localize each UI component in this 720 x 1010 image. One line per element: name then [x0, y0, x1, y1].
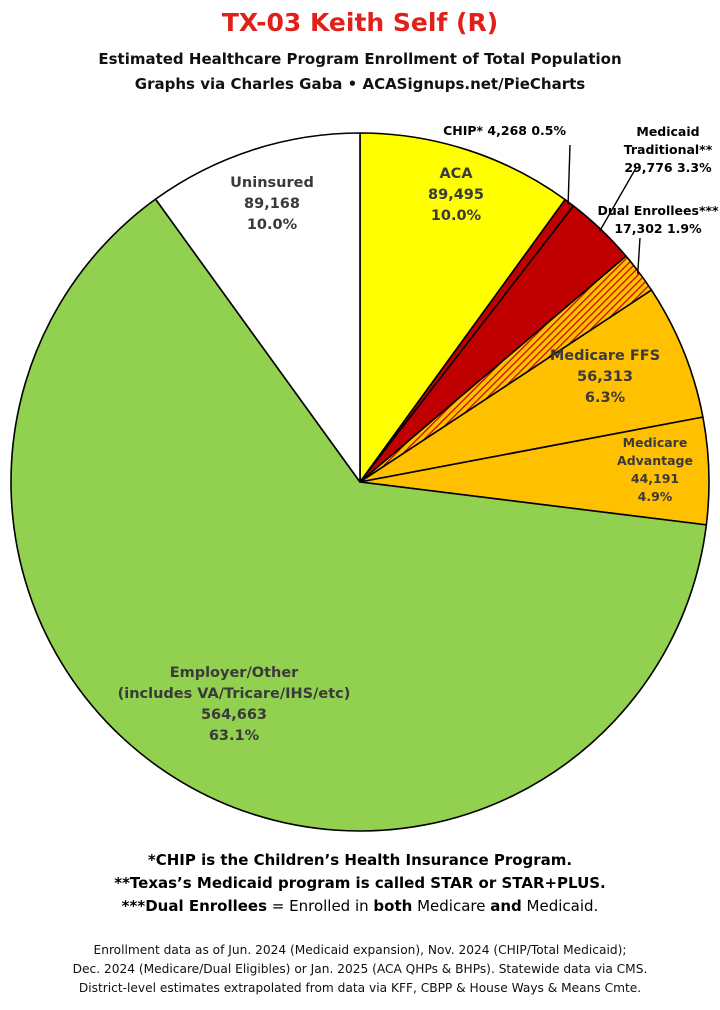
- chart-subtitle: Estimated Healthcare Program Enrollment …: [98, 50, 622, 68]
- label-line: Traditional**: [624, 142, 713, 157]
- footnote-dual: ***Dual Enrollees = Enrolled in both Med…: [121, 897, 599, 915]
- label-medicare-advantage: Medicare Advantage 44,191 4.9%: [617, 435, 693, 504]
- label-line: Medicare FFS: [550, 348, 660, 364]
- footnote-medicaid: **Texas’s Medicaid program is called STA…: [114, 874, 606, 892]
- leader-dual-enrollees: [637, 237, 641, 274]
- leader-chip: [567, 144, 571, 205]
- footer-line-2: Dec. 2024 (Medicare/Dual Eligibles) or J…: [72, 962, 648, 976]
- label-line: 4.9%: [638, 489, 673, 504]
- slice-medicare-ffs: [359, 289, 704, 483]
- leader-medicaid-traditional: [599, 167, 637, 232]
- slice-employer-other: [10, 198, 708, 832]
- label-line: Uninsured: [230, 175, 314, 191]
- label-line: 10.0%: [247, 217, 298, 233]
- label-line: CHIP* 4,268 0.5%: [443, 123, 566, 138]
- label-line: 29,776 3.3%: [624, 160, 712, 175]
- label-aca: ACA 89,495 10.0%: [428, 166, 484, 224]
- slice-labels: ACA 89,495 10.0% CHIP* 4,268 0.5% Medicaid Tr…: [118, 123, 719, 744]
- label-line: 10.0%: [431, 208, 482, 224]
- label-line: 89,168: [244, 196, 300, 212]
- label-line: 63.1%: [209, 728, 260, 744]
- label-line: Employer/Other: [170, 665, 299, 681]
- label-uninsured: Uninsured 89,168 10.0%: [230, 175, 314, 233]
- label-line: (includes VA/Tricare/IHS/etc): [118, 686, 351, 702]
- footer-line-3: District-level estimates extrapolated fr…: [78, 981, 642, 995]
- footer-line-1: Enrollment data as of Jun. 2024 (Medicai…: [93, 943, 627, 957]
- label-line: 17,302 1.9%: [614, 221, 702, 236]
- label-line: 89,495: [428, 187, 484, 203]
- label-dual-enrollees: Dual Enrollees*** 17,302 1.9%: [597, 203, 719, 236]
- label-medicaid-traditional: Medicaid Traditional** 29,776 3.3%: [624, 124, 713, 175]
- label-line: Medicare: [623, 435, 688, 450]
- label-line: 564,663: [201, 707, 267, 723]
- label-line: ACA: [439, 166, 473, 182]
- label-line: 6.3%: [585, 390, 626, 406]
- leader-lines: [567, 144, 641, 274]
- footnote-chip: *CHIP is the Children’s Health Insurance…: [147, 851, 573, 869]
- slice-uninsured: [154, 132, 361, 483]
- label-employer-other: Employer/Other (includes VA/Tricare/IHS/e…: [118, 665, 351, 744]
- slice-aca: [359, 132, 566, 483]
- label-line: Advantage: [617, 453, 693, 468]
- label-chip: CHIP* 4,268 0.5%: [443, 123, 566, 138]
- label-line: 44,191: [631, 471, 679, 486]
- chart-credit: Graphs via Charles Gaba • ACASignups.net…: [134, 75, 586, 93]
- label-line: 56,313: [577, 369, 633, 385]
- label-line: Medicaid: [636, 124, 699, 139]
- pie-chart: ACA 89,495 10.0% CHIP* 4,268 0.5% Medicaid Tr…: [10, 123, 719, 832]
- label-line: Dual Enrollees***: [597, 203, 719, 218]
- chart-title: TX-03 Keith Self (R): [221, 8, 499, 37]
- label-medicare-ffs: Medicare FFS 56,313 6.3%: [550, 348, 660, 406]
- pie-slices: [10, 132, 710, 832]
